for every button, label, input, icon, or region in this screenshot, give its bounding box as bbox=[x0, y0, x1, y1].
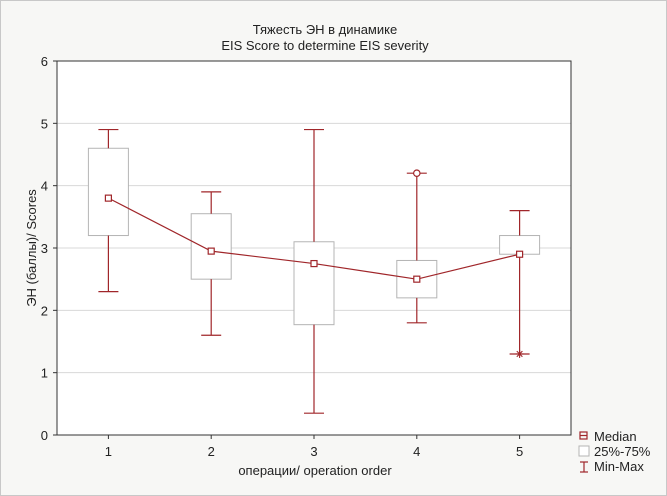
x-tick-label: 4 bbox=[413, 444, 420, 459]
extreme-marker bbox=[515, 349, 524, 358]
axes: 0 1 2 3 4 5 6 1 2 3 4 5 bbox=[41, 54, 523, 459]
y-tick-label: 3 bbox=[41, 241, 48, 256]
box-iqr bbox=[293, 241, 335, 326]
box-iqr bbox=[190, 213, 232, 280]
legend-box-label: 25%-75% bbox=[594, 444, 651, 459]
box-iqr bbox=[87, 147, 129, 237]
outlier-marker bbox=[412, 169, 421, 178]
x-tick-label: 3 bbox=[310, 444, 317, 459]
median-marker bbox=[413, 275, 421, 283]
x-tick-label: 5 bbox=[516, 444, 523, 459]
chart-title: Тяжесть ЭН в динамике bbox=[253, 22, 397, 37]
median-marker bbox=[104, 194, 113, 202]
legend-whisker-label: Min-Max bbox=[594, 459, 644, 474]
box-series bbox=[87, 128, 541, 414]
y-tick-label: 5 bbox=[41, 116, 48, 131]
median-marker bbox=[207, 247, 215, 255]
legend-box-marker bbox=[578, 445, 590, 457]
x-axis-label: операции/ operation order bbox=[238, 463, 392, 478]
x-tick-label: 1 bbox=[105, 444, 112, 459]
legend-median-label: Median bbox=[594, 429, 637, 444]
median-marker bbox=[310, 259, 318, 268]
chart-subtitle: EIS Score to determine EIS severity bbox=[221, 38, 429, 53]
x-tick-label: 2 bbox=[208, 444, 215, 459]
y-axis-label: ЭН (баллы)/ Scores bbox=[24, 189, 39, 307]
y-tick-label: 4 bbox=[41, 179, 48, 194]
y-tick-label: 0 bbox=[41, 428, 48, 443]
y-tick-label: 2 bbox=[41, 303, 48, 318]
y-tick-label: 6 bbox=[41, 54, 48, 69]
legend: Median 25%-75% Min-Max bbox=[578, 429, 651, 474]
extreme-marker-stroke bbox=[516, 350, 523, 358]
median-marker bbox=[515, 250, 524, 258]
y-tick-label: 1 bbox=[41, 366, 48, 381]
